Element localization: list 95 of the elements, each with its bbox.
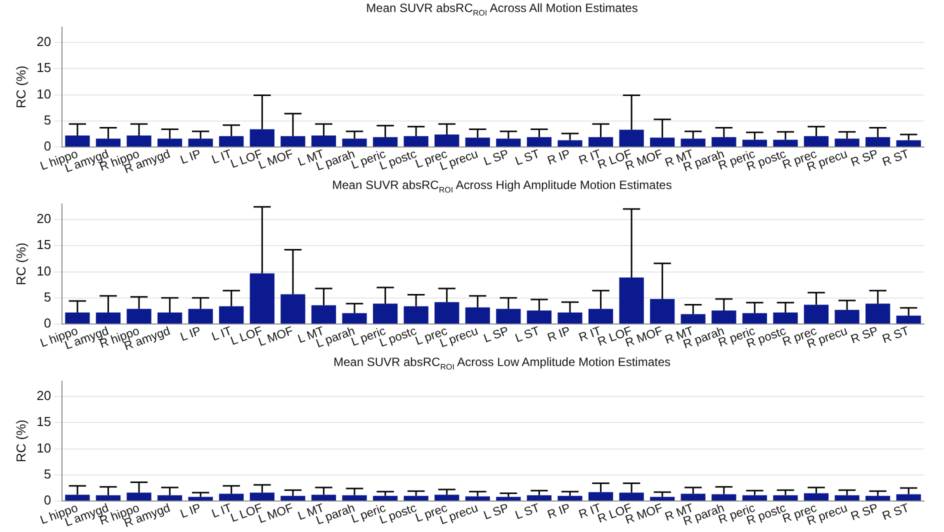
- bar: [526, 310, 552, 324]
- x-tick-label: L ST: [513, 146, 542, 168]
- bar: [896, 316, 921, 324]
- y-tick-label: 0: [44, 316, 52, 331]
- x-tick-label: L SP: [482, 500, 511, 522]
- bar: [404, 136, 428, 147]
- bar: [588, 137, 614, 147]
- bar: [188, 138, 213, 147]
- y-tick-label: 5: [44, 112, 52, 128]
- bar: [712, 310, 736, 324]
- x-tick-label: R SP: [848, 324, 880, 346]
- bar: [250, 273, 274, 324]
- bar: [404, 306, 428, 324]
- x-tick-label: L SP: [482, 324, 511, 346]
- bar: [588, 308, 614, 324]
- bar: [250, 129, 274, 147]
- bar: [496, 138, 521, 147]
- bar: [650, 298, 675, 324]
- chart-title: Mean SUVR absRC$_{ROI}$ Across Low Amplitude Motion Estimates: [332, 354, 672, 372]
- y-axis-title: RC (%): [13, 420, 28, 462]
- x-tick-label: L ST: [513, 500, 542, 522]
- bar: [126, 308, 152, 324]
- x-tick-label: L SP: [482, 146, 511, 168]
- x-tick-label: R IP: [545, 146, 572, 168]
- bar: [804, 304, 829, 324]
- bar: [465, 307, 490, 324]
- bar: [526, 137, 552, 147]
- bar: [558, 312, 582, 324]
- bar: [804, 136, 829, 147]
- bar: [834, 310, 860, 324]
- y-tick-label: 20: [36, 34, 52, 50]
- y-tick-label: 20: [36, 388, 52, 404]
- bar: [465, 138, 490, 147]
- bar: [219, 136, 244, 147]
- bar: [372, 137, 398, 147]
- bar: [311, 305, 336, 324]
- bar: [680, 138, 706, 147]
- bar: [434, 302, 460, 324]
- bar: [834, 138, 860, 147]
- y-tick-label: 10: [36, 440, 52, 456]
- y-tick-label: 15: [36, 237, 52, 252]
- chart-title: Mean SUVR absRC$_{ROI}$ Across All Motion Estimates: [365, 0, 639, 18]
- y-tick-label: 10: [36, 86, 52, 102]
- bar: [619, 130, 644, 147]
- y-tick-label: 15: [36, 60, 52, 76]
- bar: [773, 312, 798, 324]
- x-tick-label: L IP: [178, 500, 203, 521]
- y-axis-title: RC (%): [13, 242, 28, 286]
- bar: [311, 136, 336, 147]
- bar: [280, 136, 306, 147]
- y-tick-label: 5: [44, 289, 52, 304]
- bar: [280, 294, 306, 324]
- bar: [712, 137, 736, 147]
- bar: [96, 138, 121, 147]
- bar: [650, 138, 675, 147]
- bar: [157, 138, 182, 147]
- bar: [742, 313, 768, 324]
- bar: [126, 136, 152, 147]
- x-tick-label: R SP: [848, 146, 880, 170]
- y-tick-label: 10: [36, 263, 52, 278]
- bar: [219, 306, 244, 324]
- x-tick-label: R IP: [545, 324, 572, 345]
- x-tick-label: R IP: [545, 500, 572, 522]
- bar: [680, 314, 706, 324]
- bar: [342, 138, 367, 147]
- bar: [65, 136, 90, 147]
- bar: [619, 278, 644, 324]
- bar: [65, 312, 90, 324]
- x-tick-label: R ST: [880, 323, 912, 346]
- y-tick-label: 0: [44, 492, 52, 508]
- x-tick-label: L IP: [178, 146, 203, 167]
- bar: [434, 134, 460, 147]
- y-axis-title: RC (%): [13, 66, 28, 108]
- y-tick-label: 5: [44, 466, 52, 482]
- bar: [558, 140, 582, 147]
- bar: [896, 140, 921, 147]
- bar: [96, 312, 121, 324]
- x-tick-label: R ST: [880, 146, 912, 170]
- x-tick-label: L ST: [513, 323, 542, 346]
- y-tick-label: 0: [44, 138, 52, 154]
- x-tick-label: L IP: [178, 324, 203, 344]
- x-tick-label: R ST: [880, 500, 912, 524]
- chart-title: Mean SUVR absRC$_{ROI}$ Across High Amplitude Motion Estimates: [331, 177, 673, 194]
- y-tick-label: 20: [36, 211, 52, 226]
- bar: [496, 308, 521, 324]
- bar: [188, 308, 213, 324]
- x-tick-label: R SP: [848, 500, 880, 524]
- bar: [372, 304, 398, 324]
- bar: [342, 313, 367, 324]
- bar: [742, 140, 768, 147]
- bar: [773, 140, 798, 147]
- y-tick-label: 15: [36, 414, 52, 430]
- bar: [866, 137, 890, 147]
- bar: [866, 304, 890, 324]
- bar: [157, 312, 182, 324]
